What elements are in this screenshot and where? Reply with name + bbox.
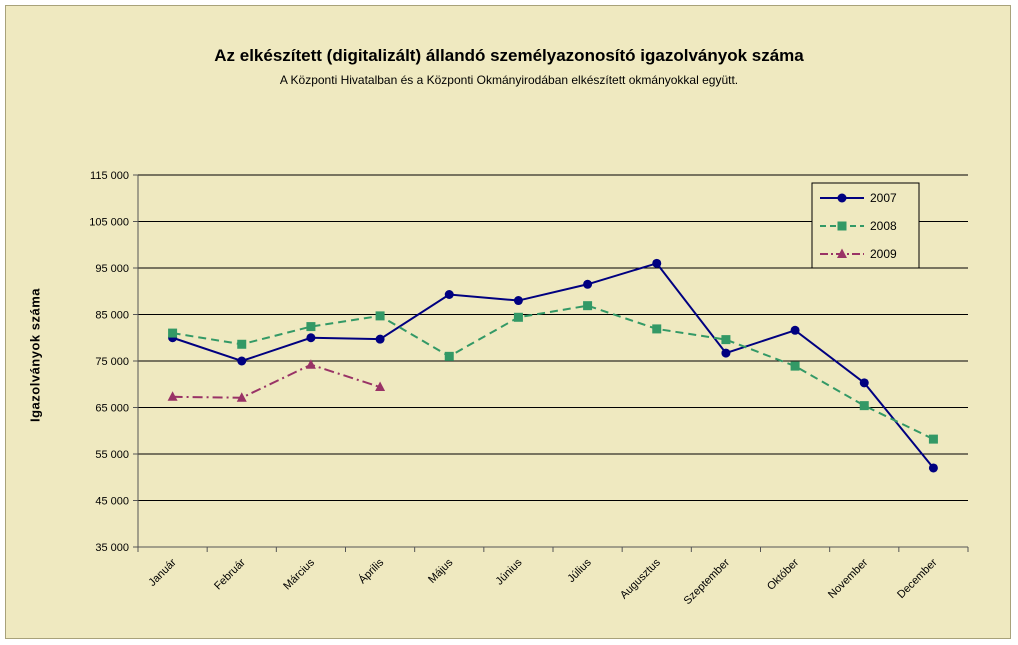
legend-marker-2008 [837,221,847,231]
series-line-2007 [172,262,935,469]
y-tick-label: 115 000 [90,170,129,182]
data-point-2007 [790,325,800,335]
legend-marker-2009 [837,248,847,258]
series-line-2009 [172,363,381,399]
data-point-2007 [859,378,869,388]
x-tick-label: Június [494,556,525,587]
y-tick-label: 75 000 [95,356,129,368]
data-point-2007 [513,296,523,306]
x-tick-label: Február [212,556,248,592]
data-point-2008 [859,401,869,411]
y-tick-label: 105 000 [89,217,129,229]
x-tick-label: November [826,556,871,601]
x-tick-label: Január [146,556,179,589]
x-tick-label: December [895,556,940,601]
x-tick-label: Május [426,556,456,586]
data-point-2007 [444,290,454,300]
data-point-2008 [513,312,523,322]
data-point-2008 [168,328,178,338]
data-point-2008 [444,351,454,361]
legend-marker-2007 [837,193,847,203]
data-point-2007 [375,334,385,344]
chart-background [5,5,1011,639]
y-tick-label: 35 000 [95,542,129,554]
data-point-2007 [237,356,247,366]
y-tick-label: 65 000 [95,403,129,415]
x-tick-label: Szeptember [682,556,733,607]
x-tick-label: Április [356,556,387,587]
data-point-2008 [583,301,593,311]
data-point-2007 [583,279,593,289]
x-tick-label: Október [765,556,801,592]
legend-box [811,182,920,269]
chart-title: Az elkészített (digitalizált) állandó sz… [214,46,804,65]
data-point-2007 [721,348,731,358]
data-point-2008 [652,324,662,334]
data-point-2009 [167,391,178,401]
data-point-2009 [305,359,316,369]
data-point-2007 [928,463,938,473]
series-line-2008 [172,304,934,441]
chart-subtitle: A Központi Hivatalban és a Központi Okmá… [279,73,739,87]
data-point-2008 [237,339,247,349]
x-tick-label: Augusztus [618,556,663,601]
legend-label-2007: 2007 [870,191,897,205]
legend-label-2009: 2009 [870,247,897,261]
data-point-2007 [652,258,662,268]
data-point-2009 [375,381,386,392]
y-tick-label: 55 000 [95,449,129,461]
x-tick-label: Július [565,556,594,585]
y-tick-label: 95 000 [95,263,129,275]
y-tick-label: 45 000 [95,496,129,508]
legend: 2007 2008 2009 [811,182,920,269]
data-point-2008 [721,335,731,345]
data-point-2008 [790,361,800,371]
data-point-2008 [375,311,385,321]
y-tick-label: 85 000 [95,310,129,322]
data-point-2008 [928,434,938,444]
data-point-2007 [306,333,316,343]
legend-label-2008: 2008 [870,219,897,233]
data-point-2009 [236,392,247,402]
x-tick-label: Március [281,556,317,592]
data-point-2008 [306,322,316,332]
